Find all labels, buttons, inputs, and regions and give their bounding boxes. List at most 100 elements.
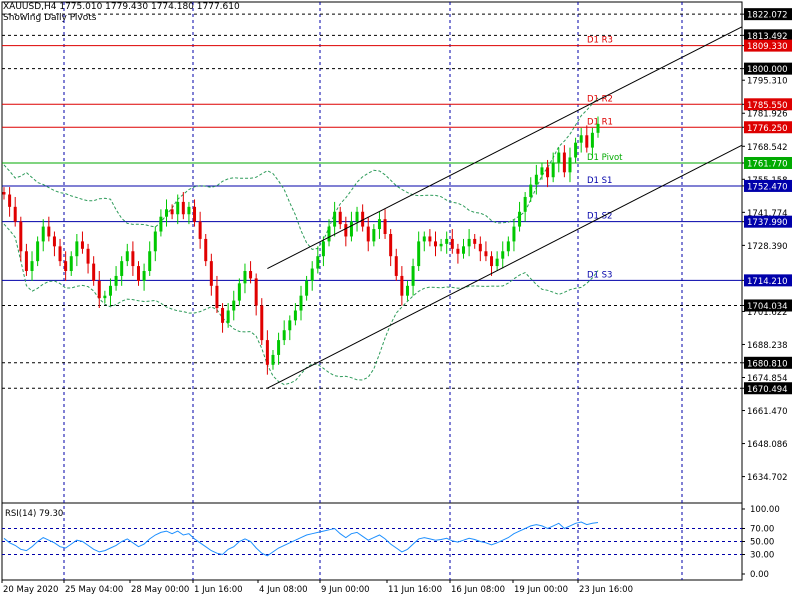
y-tick-label-17: 1701.622 [747, 308, 788, 318]
candle-97 [546, 167, 550, 178]
y-tick-label-6: 1781.926 [747, 110, 788, 120]
candle-42 [237, 283, 241, 301]
candle-70 [394, 256, 398, 276]
candle-50 [282, 330, 286, 341]
candle-80 [450, 238, 454, 249]
candle-22 [125, 251, 129, 262]
candle-60 [338, 211, 342, 225]
candle-8 [47, 226, 51, 237]
rsi-title: RSI(14) 79.30 [5, 509, 63, 519]
candle-15 [86, 248, 90, 264]
y-tick-label-18: 1688.238 [747, 341, 788, 351]
candle-89 [501, 251, 505, 259]
candle-101 [568, 157, 572, 173]
price-tag-11 [744, 179, 792, 192]
candle-32 [181, 201, 185, 215]
candle-79 [445, 238, 449, 244]
candle-7 [41, 226, 45, 242]
candle-78 [439, 243, 443, 247]
candle-61 [344, 224, 348, 237]
rsi-y-tick-label-2: 50.00 [750, 538, 774, 548]
price-tag-3 [744, 62, 792, 75]
x-tick-label-3: 1 Jun 16:00 [194, 585, 243, 595]
channel-upper [267, 26, 743, 269]
y-tick-label-24: 1634.702 [747, 473, 788, 483]
candle-71 [400, 275, 404, 296]
candle-26 [148, 251, 152, 272]
price-tag-2 [744, 39, 792, 52]
candle-77 [433, 241, 437, 247]
price-tag-label-13: 1737.990 [747, 218, 788, 228]
candle-104 [585, 135, 589, 148]
candle-96 [540, 167, 544, 175]
price-tag-label-2: 1809.330 [747, 42, 788, 52]
rsi-y-tick-label-0: 100.00 [750, 505, 780, 515]
price-tag-label-19: 1680.810 [747, 359, 788, 369]
candle-31 [176, 201, 180, 215]
y-tick-label-8: 1768.542 [747, 143, 788, 153]
candle-40 [226, 310, 230, 323]
candle-100 [562, 152, 566, 173]
x-tick-label-7: 16 Jun 08:00 [451, 585, 505, 595]
candle-23 [131, 251, 135, 267]
price-tag-19 [744, 356, 792, 369]
candle-0 [2, 192, 6, 195]
candle-64 [361, 211, 365, 227]
candle-39 [221, 308, 225, 323]
rsi-y-tick-label-1: 70.00 [750, 525, 774, 535]
candle-30 [170, 209, 174, 215]
candle-76 [428, 236, 432, 242]
price-tag-label-11: 1752.470 [747, 182, 788, 192]
candle-2 [13, 206, 17, 222]
channel-lower [267, 144, 743, 389]
pivot-label-2: D1 R1 [587, 117, 613, 127]
x-tick-label-8: 19 Jun 00:00 [514, 585, 568, 595]
candle-49 [277, 340, 281, 355]
price-tag-label-9: 1761.770 [747, 159, 788, 169]
price-tag-16 [744, 299, 792, 312]
candle-27 [153, 231, 157, 252]
candle-56 [316, 256, 320, 269]
candle-86 [484, 251, 488, 257]
price-tag-0 [744, 8, 792, 21]
price-tag-9 [744, 156, 792, 169]
chart-frame [1, 1, 743, 581]
candle-44 [249, 271, 253, 279]
candle-6 [36, 241, 40, 262]
x-tick-label-1: 25 May 04:00 [65, 585, 123, 595]
candle-63 [355, 211, 359, 222]
bollinger-upper [3, 97, 599, 250]
price-tag-label-0: 1822.072 [747, 11, 788, 21]
candle-53 [299, 295, 303, 311]
candle-95 [534, 174, 538, 185]
candle-9 [52, 236, 56, 247]
candle-59 [333, 211, 337, 227]
price-tag-label-21: 1670.494 [747, 385, 788, 395]
candle-85 [478, 243, 482, 252]
candle-10 [58, 246, 62, 262]
pivot-label-4: D1 S1 [587, 176, 612, 186]
candle-19 [108, 285, 112, 296]
y-tick-label-20: 1674.854 [747, 374, 788, 384]
candle-88 [495, 258, 499, 267]
y-tick-label-23: 1648.086 [747, 440, 788, 450]
pivot-label-0: D1 R3 [587, 36, 613, 46]
chart-subtitle: Showing Daily Pivots [3, 13, 97, 23]
candle-14 [80, 241, 84, 249]
candle-90 [506, 241, 510, 252]
candle-102 [574, 142, 578, 158]
x-tick-label-9: 23 Jun 16:00 [579, 585, 633, 595]
candle-5 [30, 261, 34, 272]
candle-13 [75, 241, 79, 257]
y-tick-label-22: 1661.470 [747, 407, 788, 417]
price-tag-label-3: 1800.000 [747, 65, 788, 75]
candle-83 [467, 238, 471, 247]
candle-35 [198, 221, 202, 239]
y-tick-label-14: 1728.390 [747, 242, 788, 252]
price-tag-21 [744, 382, 792, 395]
candle-57 [321, 241, 325, 257]
candle-46 [260, 305, 264, 341]
candle-29 [165, 209, 169, 217]
pivot-label-5: D1 S2 [587, 212, 612, 222]
